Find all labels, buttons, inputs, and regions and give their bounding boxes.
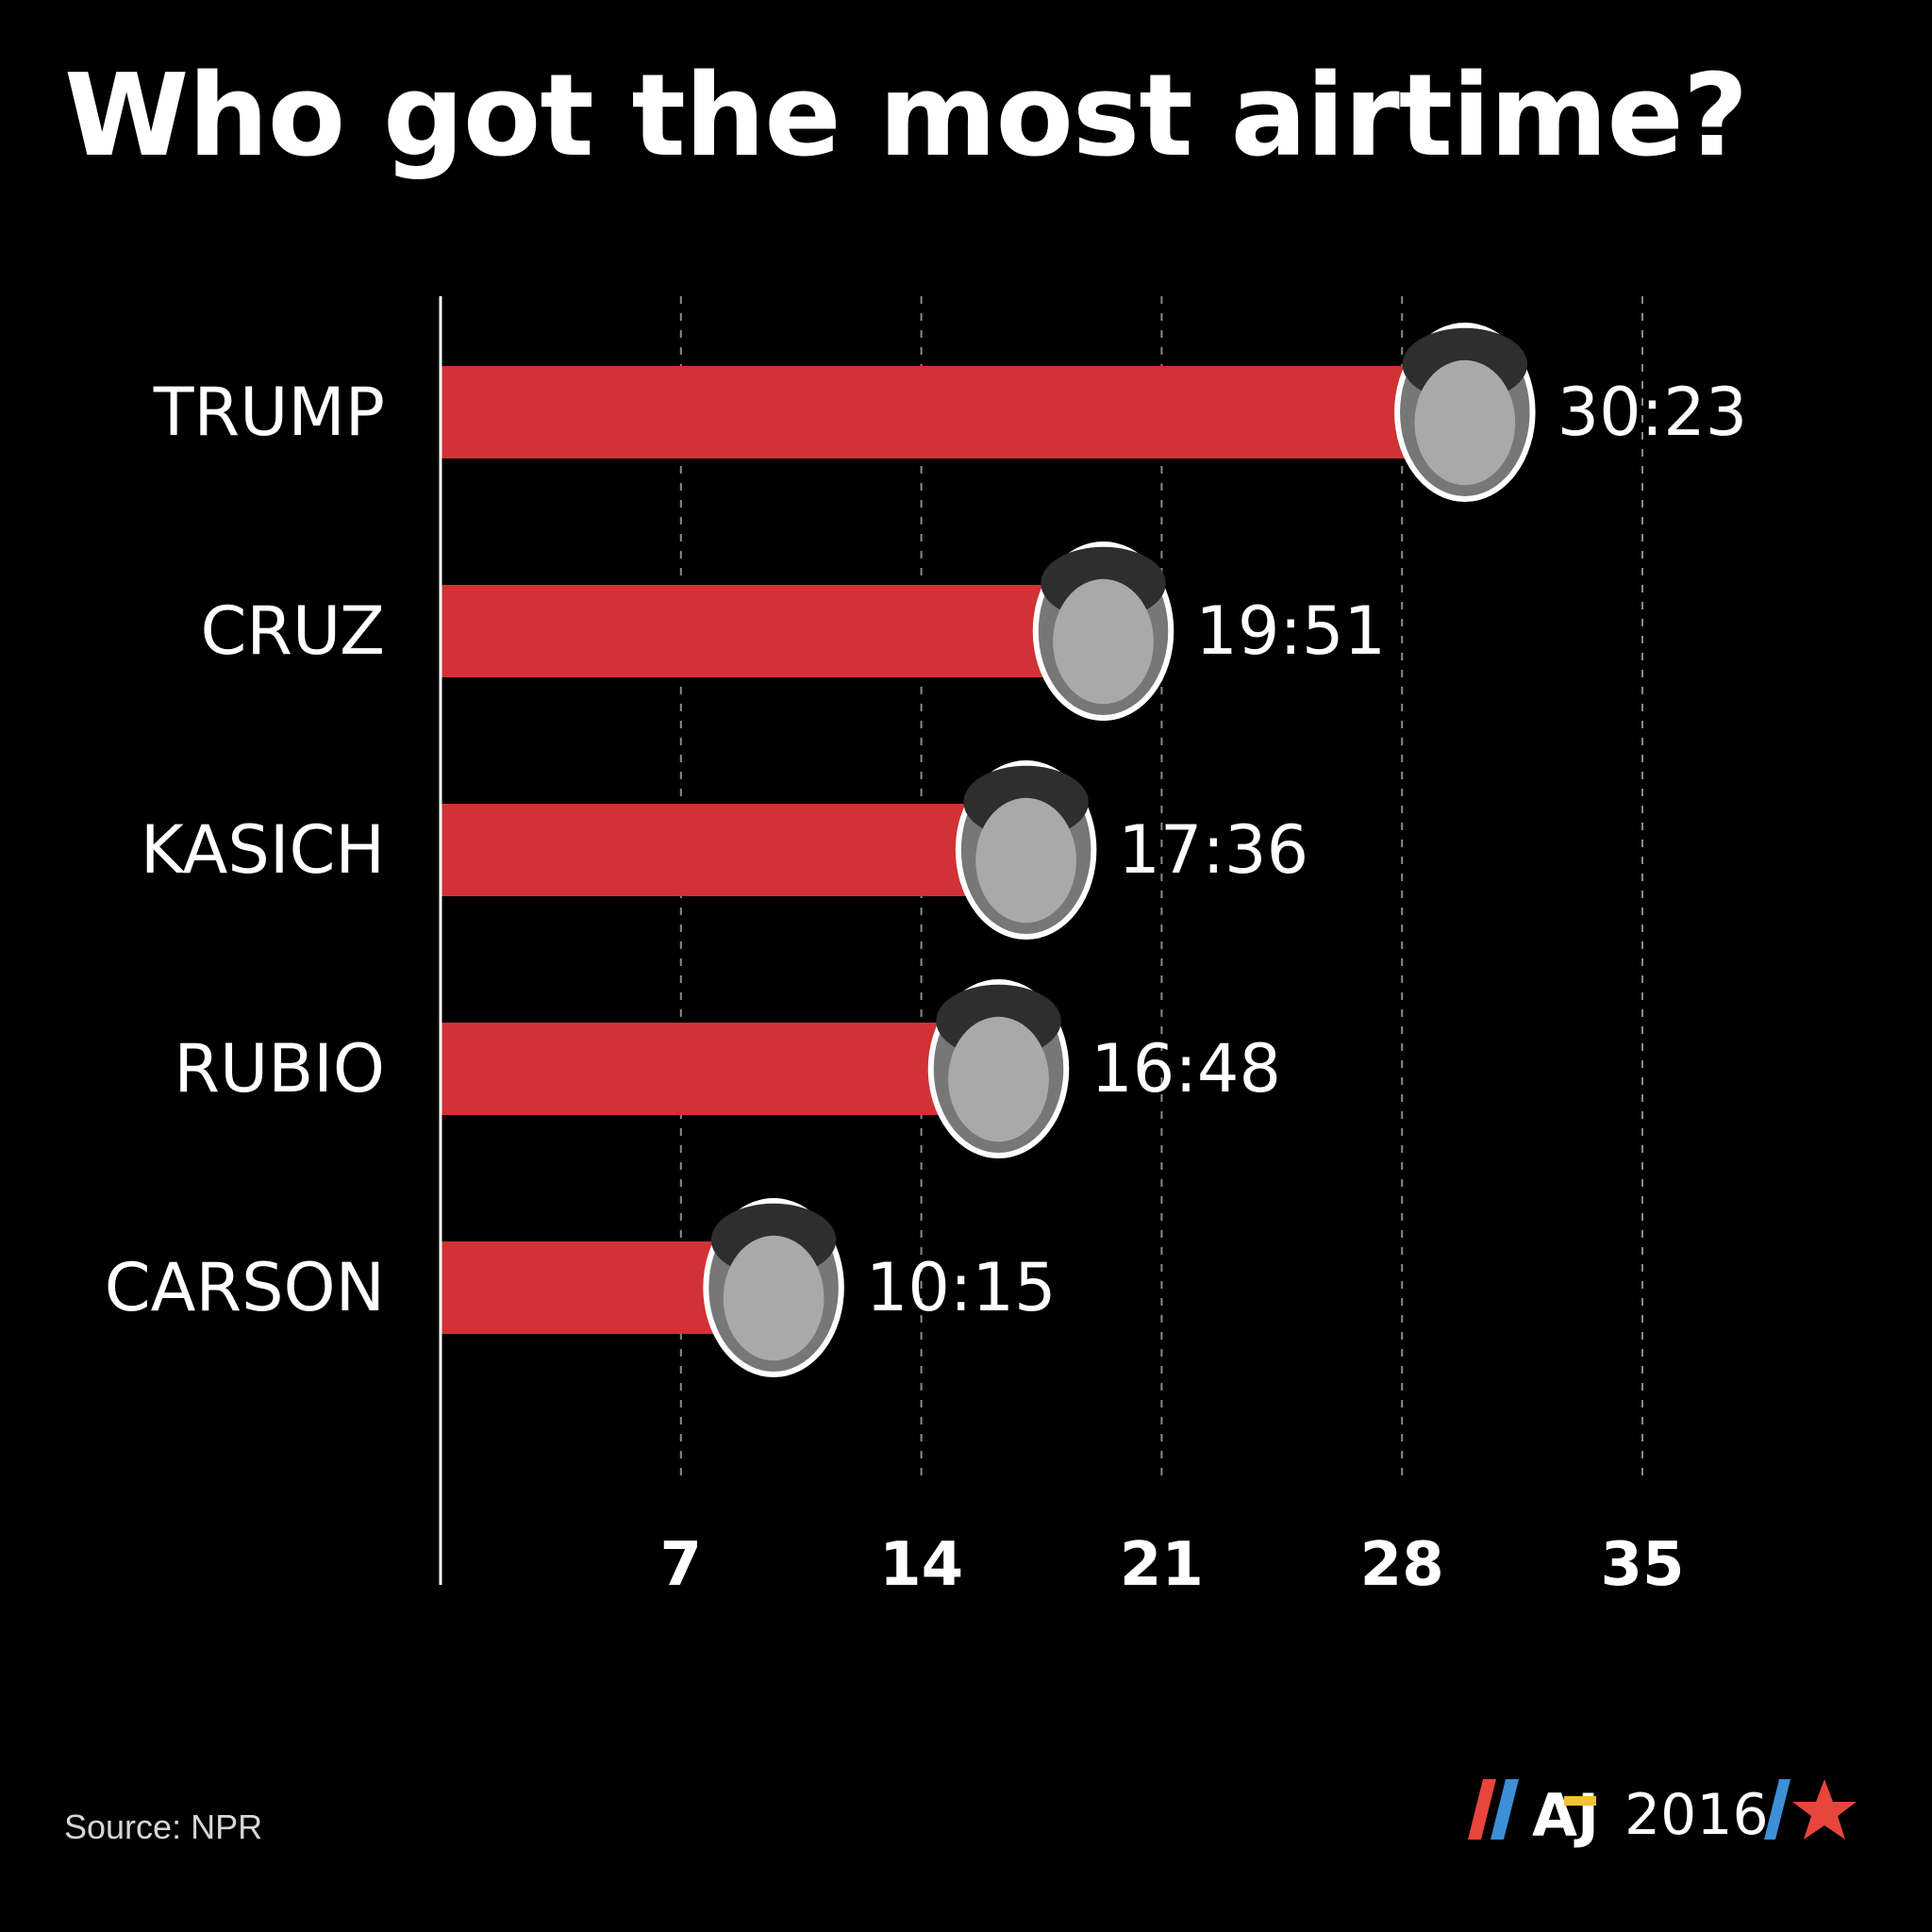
bar — [441, 804, 1045, 896]
kasich-portrait — [955, 760, 1097, 940]
portrait-face-shape — [975, 797, 1076, 924]
category-label: TRUMP — [153, 374, 385, 451]
label-layer: TRUMP 30:23 CRUZ 19:51 KASICH 17:36 RUBIO 16:48… — [105, 323, 1748, 1377]
bar — [441, 585, 1123, 677]
brand-year-text: 2016 — [1624, 1782, 1769, 1848]
portrait-face-shape — [1053, 578, 1154, 705]
x-tick-label: 14 — [879, 1530, 963, 1600]
yellow-cross-icon — [1564, 1796, 1596, 1806]
value-label: 17:36 — [1118, 811, 1308, 889]
bar — [441, 366, 1484, 458]
category-label: CARSON — [105, 1249, 385, 1326]
source-note: Source: NPR — [64, 1807, 263, 1846]
chart-title: Who got the most airtime? — [64, 51, 1748, 182]
blue-slash-icon — [1764, 1779, 1790, 1840]
x-tick-label: 28 — [1360, 1530, 1444, 1600]
bar — [441, 1023, 1018, 1115]
star-icon — [1792, 1779, 1857, 1840]
rubio-portrait — [927, 979, 1070, 1158]
x-tick-label: 35 — [1600, 1530, 1684, 1600]
aj-2016-logo: AJ 2016 — [1468, 1779, 1857, 1850]
value-label: 16:48 — [1091, 1030, 1281, 1108]
x-tick-label: 21 — [1120, 1530, 1204, 1600]
trump-portrait — [1394, 323, 1536, 502]
category-label: KASICH — [141, 811, 385, 889]
portrait-face-shape — [723, 1235, 824, 1361]
carson-portrait — [703, 1198, 844, 1377]
value-label: 19:51 — [1195, 592, 1386, 670]
category-label: CRUZ — [201, 592, 385, 670]
portrait-face-shape — [948, 1016, 1049, 1142]
tick-layer: 7 14 21 28 35 — [660, 1530, 1685, 1600]
cruz-portrait — [1032, 541, 1174, 721]
bar-layer — [441, 366, 1484, 1334]
value-label: 10:15 — [866, 1249, 1057, 1326]
x-tick-label: 7 — [660, 1530, 703, 1600]
category-label: RUBIO — [174, 1030, 385, 1108]
value-label: 30:23 — [1557, 374, 1748, 451]
portrait-face-shape — [1414, 359, 1516, 486]
aj-logo-text: AJ — [1532, 1781, 1599, 1850]
blue-slash-icon — [1491, 1779, 1519, 1840]
red-slash-icon — [1468, 1779, 1496, 1840]
